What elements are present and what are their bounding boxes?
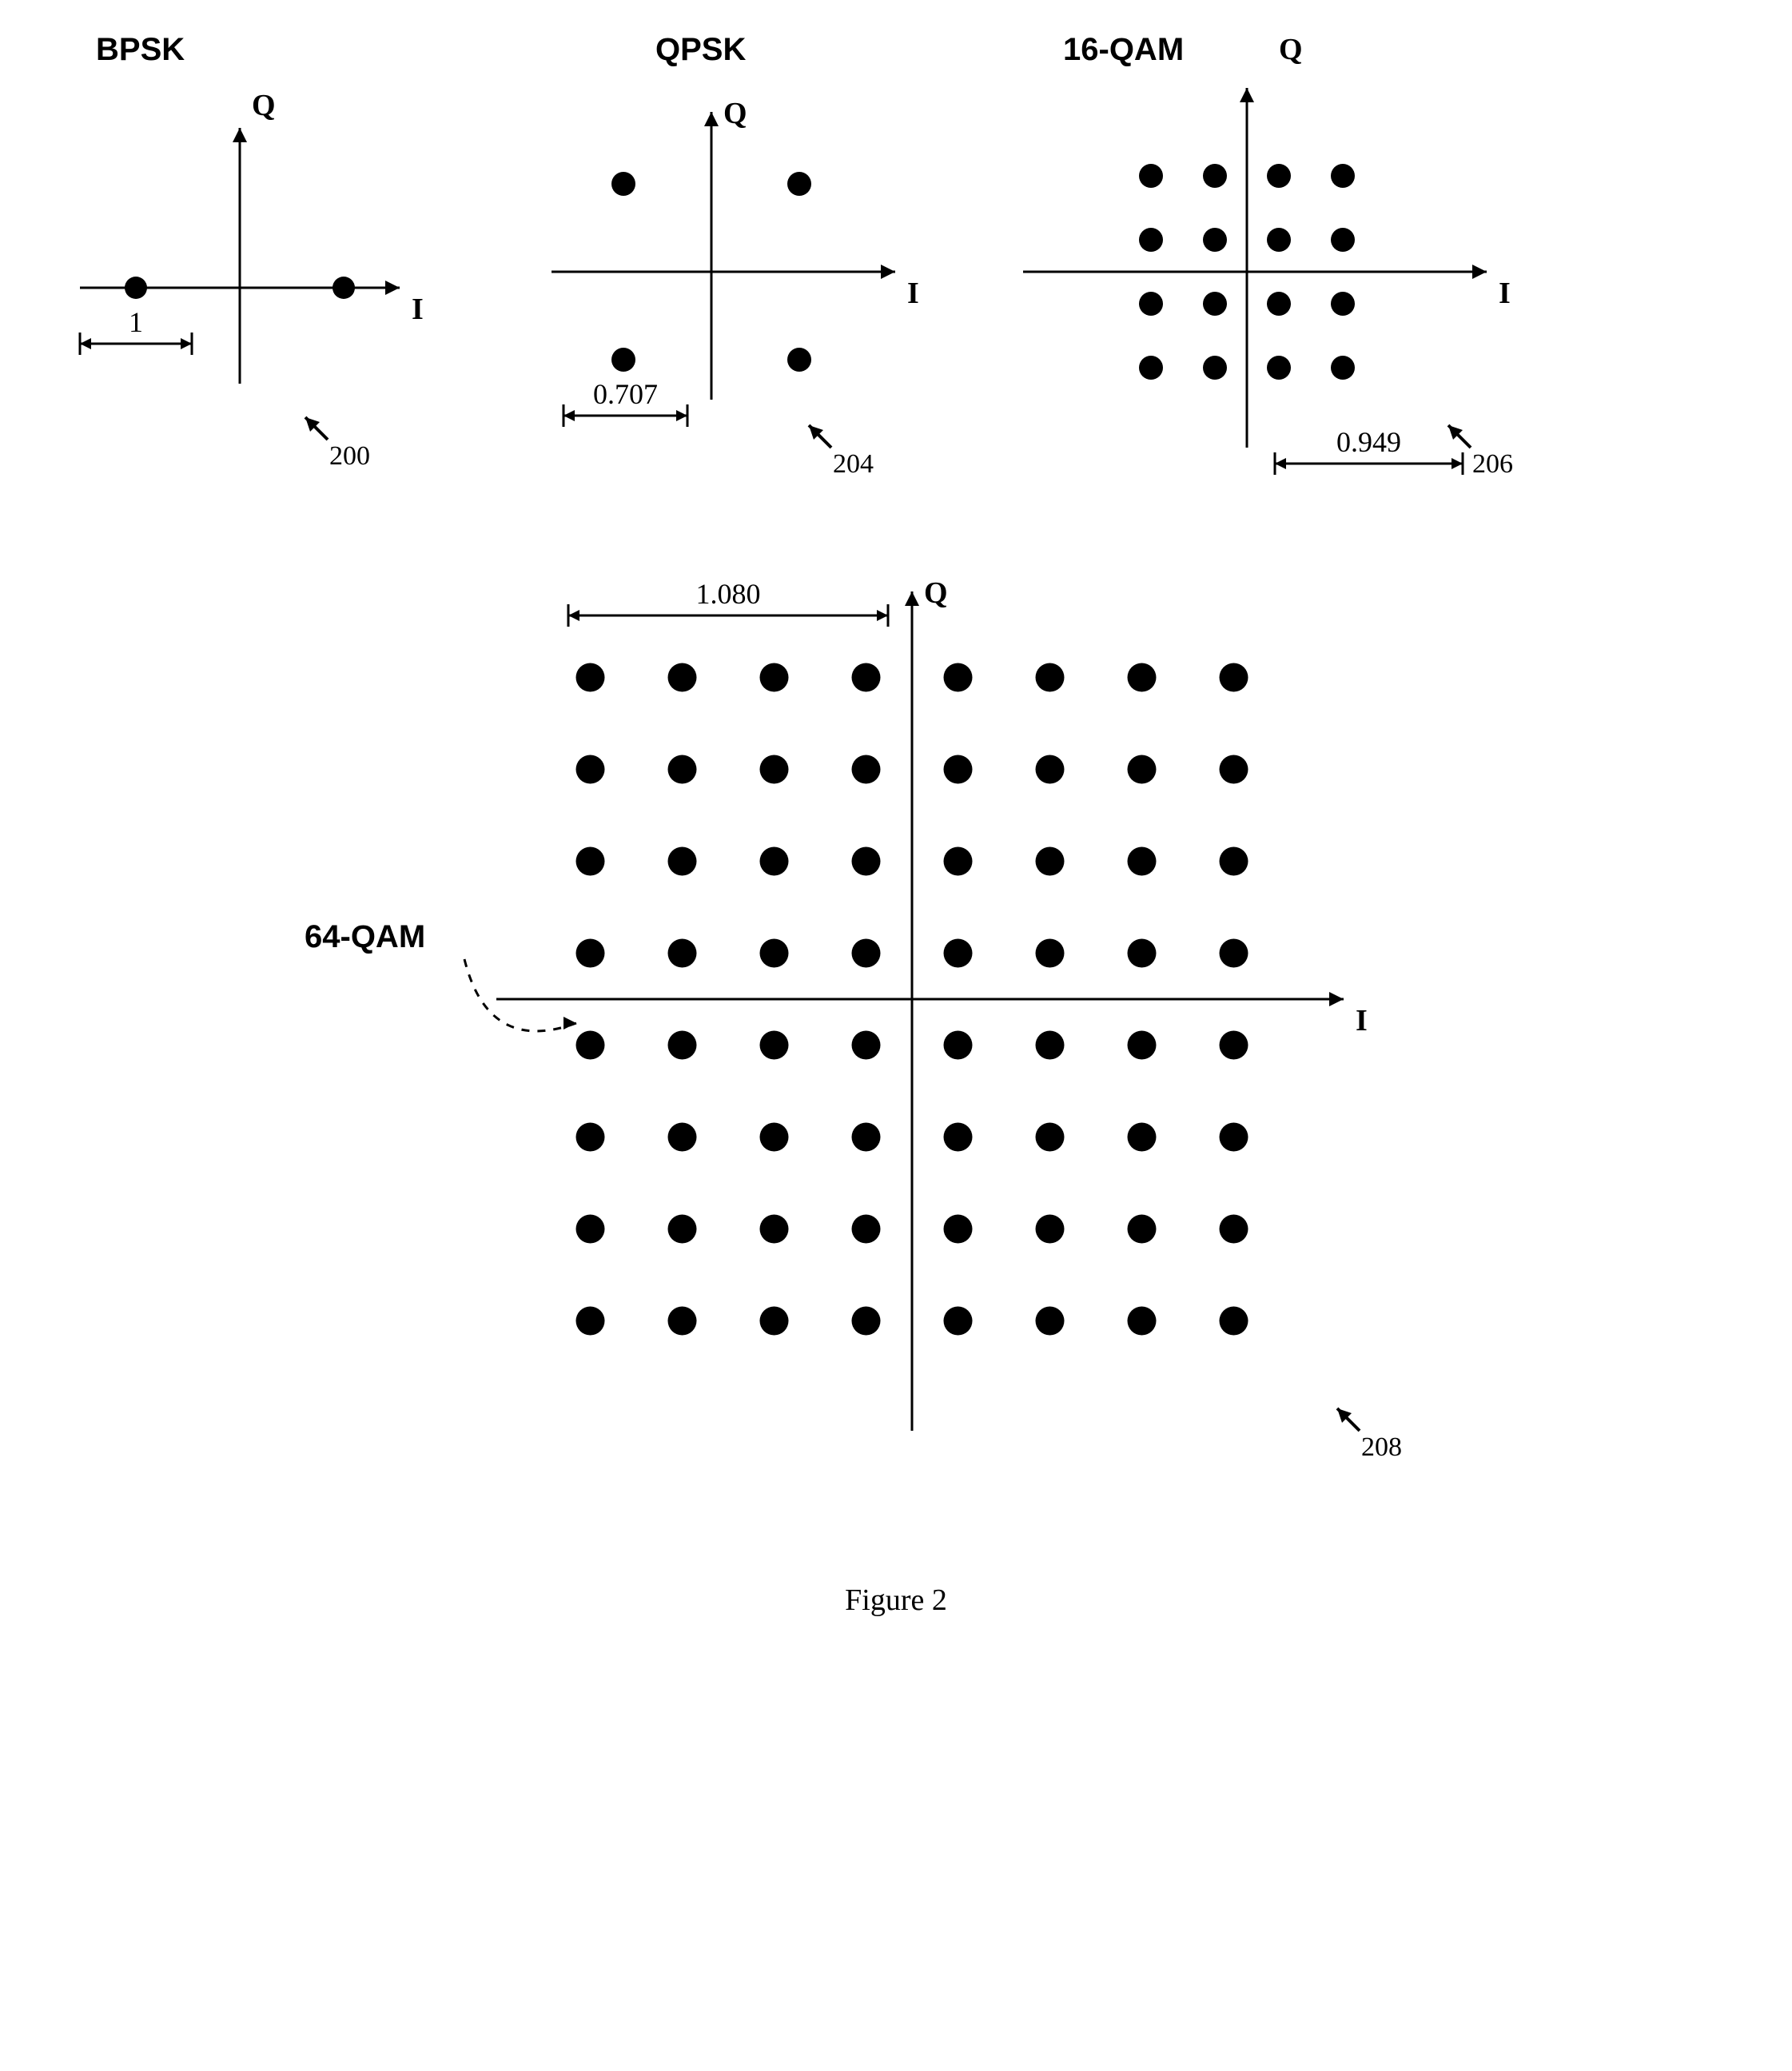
qam64-ref-label: 208 [1361,1432,1402,1463]
qam16-svg [991,32,1535,512]
qpsk-i-label: I [907,276,919,311]
qam64-i-label: I [1356,1003,1368,1038]
bottom-row: 64-QAM Q I 1.080 208 [32,544,1760,1503]
qam16-ref-label: 206 [1472,449,1513,480]
qam64-q-label: Q [924,575,948,611]
qam64-svg [336,544,1456,1503]
figure-container: BPSK Q I 1 200 QPSK Q I 0.707 204 16-QAM… [32,32,1760,1618]
qam16-diagram: 16-QAM Q I 0.949 206 [991,32,1535,512]
qpsk-title: QPSK [655,32,746,68]
qam64-diagram: 64-QAM Q I 1.080 208 [336,544,1456,1503]
qam64-dim-label: 1.080 [688,577,768,611]
top-row: BPSK Q I 1 200 QPSK Q I 0.707 204 16-QAM… [32,32,1760,512]
bpsk-ref-label: 200 [329,441,370,472]
qam16-title: 16-QAM [1063,32,1184,68]
bpsk-diagram: BPSK Q I 1 200 [32,32,448,512]
figure-caption: Figure 2 [32,1583,1760,1618]
bpsk-dim-label: 1 [96,305,176,339]
qam16-dim-label: 0.949 [1329,425,1409,459]
qpsk-diagram: QPSK Q I 0.707 204 [496,32,943,512]
qpsk-dim-label: 0.707 [586,377,666,411]
bpsk-title: BPSK [96,32,185,68]
qpsk-svg [496,32,943,512]
bpsk-svg [32,32,448,512]
qpsk-q-label: Q [723,96,747,131]
qam64-title: 64-QAM [305,919,425,955]
qam16-q-label: Q [1279,32,1303,67]
qam16-i-label: I [1499,276,1511,311]
bpsk-q-label: Q [252,88,276,123]
bpsk-i-label: I [412,292,424,327]
qpsk-ref-label: 204 [833,449,874,480]
